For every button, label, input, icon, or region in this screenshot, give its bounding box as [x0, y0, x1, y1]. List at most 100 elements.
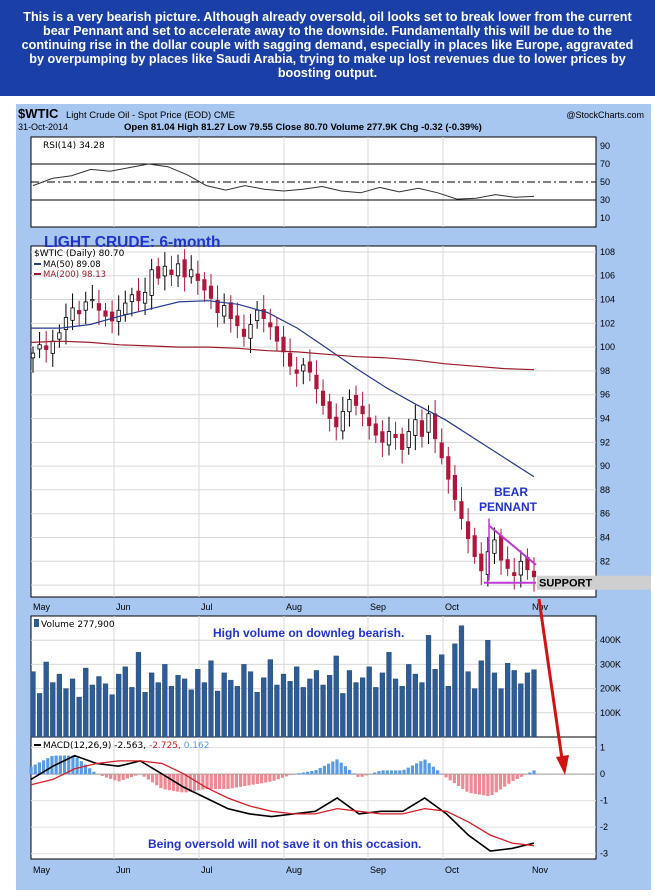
macd-histogram-bar	[146, 774, 150, 780]
volume-bar	[386, 652, 392, 738]
macd-tick-label: 1	[600, 743, 605, 753]
volume-bar	[50, 682, 56, 738]
support-label-bg	[537, 575, 651, 590]
price-candle-body	[505, 559, 510, 569]
volume-bar	[234, 685, 240, 738]
macd-tick-label: 0	[600, 769, 605, 779]
macd-histogram-bar	[394, 770, 398, 775]
macd-histogram-bar	[515, 774, 519, 779]
price-candle-body	[531, 570, 537, 578]
rsi-legend: RSI(14) 34.28	[43, 141, 105, 151]
macd-histogram-bar	[465, 774, 469, 792]
macd-histogram-bar	[406, 767, 410, 775]
volume-bar	[505, 662, 511, 738]
macd-signal-line	[30, 760, 535, 847]
volume-bar	[162, 664, 168, 738]
macd-histogram-bar	[134, 774, 138, 776]
volume-bar	[379, 672, 385, 738]
macd-histogram-bar	[301, 772, 306, 775]
macd-histogram-bar	[121, 774, 125, 780]
chart-frame: $WTIC Light Crude Oil - Spot Price (EOD) …	[16, 104, 651, 890]
volume-bar	[472, 688, 478, 738]
macd-histogram-bar	[427, 763, 431, 775]
macd-histogram-bar	[318, 767, 322, 775]
chart-ohlc: Open 81.04 High 81.27 Low 79.55 Close 80…	[124, 122, 482, 133]
price-candle-body	[446, 456, 451, 480]
volume-bar	[392, 678, 399, 738]
volume-bar	[445, 685, 451, 738]
macd-month-label: Nov	[532, 865, 549, 875]
price-candle-body	[50, 340, 55, 354]
macd-histogram-bar	[125, 774, 130, 779]
macd-histogram-bar	[218, 774, 222, 789]
price-tick-label: 90	[600, 461, 610, 471]
macd-histogram-bar	[259, 774, 264, 784]
macd-histogram-bar	[222, 774, 226, 789]
price-candle-body	[386, 431, 392, 446]
macd-tick-label: -1	[600, 796, 608, 806]
volume-bar	[254, 692, 260, 738]
downside-arrow-head	[556, 755, 569, 775]
macd-histogram-bar	[306, 771, 310, 775]
rsi-tick-label: 30	[600, 195, 610, 205]
price-candle-body	[215, 299, 220, 314]
volume-bar	[168, 685, 175, 738]
volume-bar	[419, 682, 425, 738]
macd-histogram-bar	[75, 757, 79, 775]
macd-tick-label: -3	[600, 849, 608, 859]
macd-histogram-bar	[431, 766, 435, 775]
chart-svg: $WTIC Light Crude Oil - Spot Price (EOD) …	[18, 106, 651, 875]
price-candle-body	[162, 265, 167, 277]
volume-bar	[452, 643, 458, 738]
macd-month-label: May	[33, 865, 51, 875]
macd-histogram-bar	[339, 762, 343, 775]
bear-pennant-label-1: BEAR	[494, 485, 528, 499]
macd-histogram-bar	[247, 774, 251, 786]
price-candle-body	[248, 324, 253, 339]
macd-histogram-bar	[192, 774, 197, 791]
intro-banner: This is a very bearish picture. Although…	[0, 0, 655, 96]
price-candle-body	[274, 326, 280, 342]
price-candle-body	[202, 279, 207, 291]
volume-tick-label: 100K	[600, 708, 621, 718]
volume-bar	[287, 681, 293, 738]
volume-bar	[89, 684, 95, 738]
price-candle-body	[63, 316, 69, 330]
macd-histogram-bar	[398, 770, 402, 775]
macd-histogram-bar	[155, 774, 159, 786]
price-tick-label: 96	[600, 390, 610, 400]
macd-histogram-bar	[62, 755, 67, 775]
price-candle-body	[255, 309, 260, 321]
macd-histogram-bar	[209, 774, 213, 789]
volume-bar	[320, 684, 326, 738]
volume-bar	[69, 678, 76, 738]
volume-bar	[129, 687, 135, 738]
volume-bar	[300, 687, 306, 738]
price-candle-body	[301, 364, 306, 372]
price-candle-body	[498, 535, 504, 561]
price-candle-body	[327, 401, 332, 419]
price-title-label: LIGHT CRUDE: 6-month	[44, 234, 221, 251]
volume-bar	[83, 667, 89, 738]
price-candle-body	[90, 299, 95, 302]
ma50-legend: MA(50) 89.08	[43, 260, 101, 270]
macd-histogram-bar	[205, 774, 209, 789]
price-candle-body	[287, 352, 293, 367]
volume-bar	[63, 688, 69, 738]
price-candle-body	[479, 553, 484, 572]
rsi-line	[32, 163, 535, 200]
macd-legend-hist: 0.162	[184, 741, 210, 751]
volume-legend: Volume 277,900	[41, 620, 115, 630]
rsi-tick-label: 90	[600, 141, 610, 151]
price-candle-body	[439, 442, 444, 459]
price-candle-body	[37, 344, 42, 350]
volume-bar	[116, 673, 122, 738]
volume-bar	[241, 664, 247, 738]
macd-month-label: Oct	[445, 865, 460, 875]
volume-bar	[478, 660, 484, 738]
volume-bar	[30, 671, 36, 738]
volume-bar	[188, 689, 194, 738]
pennant-upper-line	[488, 524, 537, 566]
price-candle-body	[235, 315, 240, 327]
volume-bar	[109, 694, 115, 738]
